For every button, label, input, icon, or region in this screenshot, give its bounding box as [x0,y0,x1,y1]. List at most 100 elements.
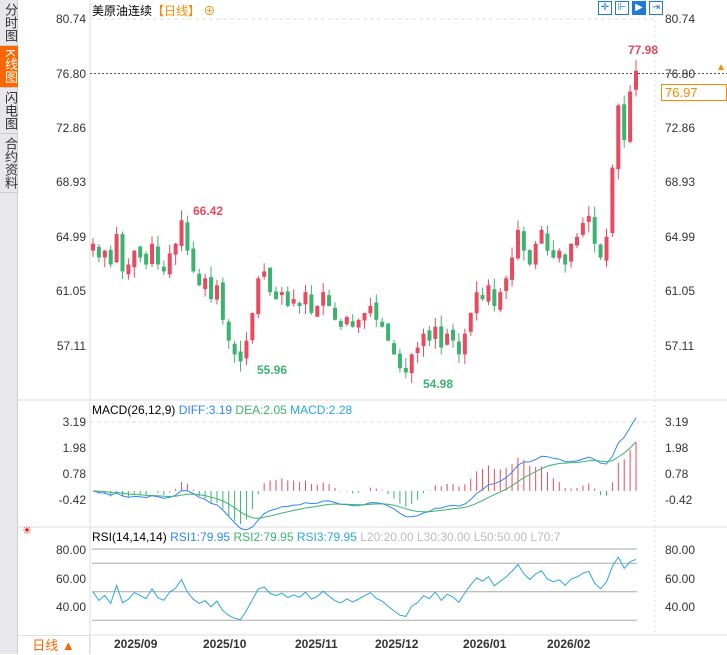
rsi1-value: RSI1:79.95 [170,530,231,544]
candle-body [580,222,585,235]
candle-body [392,343,397,355]
period-selector[interactable]: 日线 ▲ [18,635,90,654]
price-tick-right: 68.93 [665,175,696,190]
candle-body [521,231,526,251]
rsi-tick-left: 60.00 [55,571,86,586]
high-annotation: 66.42 [193,204,223,218]
date-tick: 2025/09 [114,637,158,651]
candle-body [569,243,574,262]
settings-sun-icon[interactable]: ☀ [22,525,32,537]
crosshair-icon[interactable]: ✛ [598,1,612,15]
candle-body [150,243,155,265]
macd-tick-right: 1.98 [665,441,689,456]
candle-body [545,233,550,251]
macd-tick-left: 3.19 [62,415,86,429]
l50-value: L50:50.00 [473,530,528,544]
toolbar: ✛ ⊩ ▶ ⇥ [598,1,663,15]
candle-body [616,105,621,170]
candle-body [262,271,267,277]
candle-body [634,70,638,90]
candle-body [374,302,379,320]
candle-body [610,167,615,233]
macd-tick-left: 1.98 [62,441,86,456]
rsi3-value: RSI3:79.95 [296,530,357,544]
jump-end-icon[interactable]: ⇥ [649,1,663,15]
candle-body [510,257,515,280]
candle-body [303,292,308,305]
candle-body [474,292,479,314]
candle-body [144,253,149,265]
low-annotation: 54.98 [423,377,453,391]
candle-body [297,303,302,307]
candle-body [445,333,450,345]
price-tick-right: 57.11 [665,339,695,353]
candle-body [515,229,520,259]
candle-body [120,234,125,272]
candle-body [622,104,627,140]
price-tick-left: 61.05 [55,284,86,299]
tab-kline[interactable]: K线图 [0,46,18,88]
sidebar: 分时图 K线图 闪电图 合约资料 [0,0,18,654]
candle-body [285,291,290,307]
period-tag: 【日线】 [152,4,201,18]
price-tick-left: 64.99 [55,229,86,244]
candle-body [332,307,337,320]
rsi-tick-left: 80.00 [55,543,86,557]
candle-body [598,244,603,258]
candle-body [203,278,208,290]
candle-body [220,282,225,320]
candle-body [191,248,196,272]
candle-body [238,351,243,362]
price-tick-right: 72.86 [665,121,696,136]
candle-body [557,250,562,259]
candle-body [244,340,249,359]
price-tick-right: 61.05 [665,284,696,299]
date-tick: 2025/12 [375,637,419,651]
low-annotation: 55.96 [257,363,287,377]
candle-body [498,292,503,310]
macd-tick-right: -0.42 [665,493,693,507]
candle-body [91,243,95,251]
price-tick-right: 64.99 [665,229,696,244]
candle-body [504,278,509,291]
candle-body [468,312,473,332]
dea-value: DEA:2.05 [235,403,287,417]
candle-body [427,330,432,341]
price-tick-left: 80.74 [55,12,86,26]
candle-body [226,321,231,341]
price-tick-left: 72.86 [55,121,86,136]
l70-value: L70:7 [530,530,561,544]
candle-body [185,222,190,251]
candle-body [380,321,385,327]
candle-body [126,264,131,275]
zoom-range-icon[interactable]: ⊩ [615,1,629,15]
candle-body [574,236,579,246]
candle-body [250,312,255,341]
candle-body [462,333,467,355]
candle-body [173,243,178,255]
tab-contract-info[interactable]: 合约资料 [0,134,18,193]
candle-body [551,250,556,258]
candle-body [386,323,391,341]
candle-body [433,326,438,339]
candle-body [138,246,143,258]
candle-body [586,216,591,222]
tab-flash[interactable]: 闪电图 [0,88,18,134]
last-price-label: 76.97 [661,84,727,101]
candle-body [421,333,426,347]
candle-body [592,217,597,244]
candle-body [456,341,461,355]
play-forward-icon[interactable]: ▶ [632,1,646,15]
candle-body [155,246,160,265]
plus-circle-icon[interactable]: ⊕ [203,4,216,18]
high-annotation: 77.98 [628,43,658,57]
candle-body [539,229,544,244]
candle-body [492,289,497,307]
candle-body [102,250,107,258]
diff-value: DIFF:3.19 [178,403,233,417]
price-tick-right: 76.80 [665,66,696,81]
candle-body [268,267,273,293]
tab-intraday[interactable]: 分时图 [0,0,18,46]
macd-tick-left: -0.42 [58,493,86,507]
